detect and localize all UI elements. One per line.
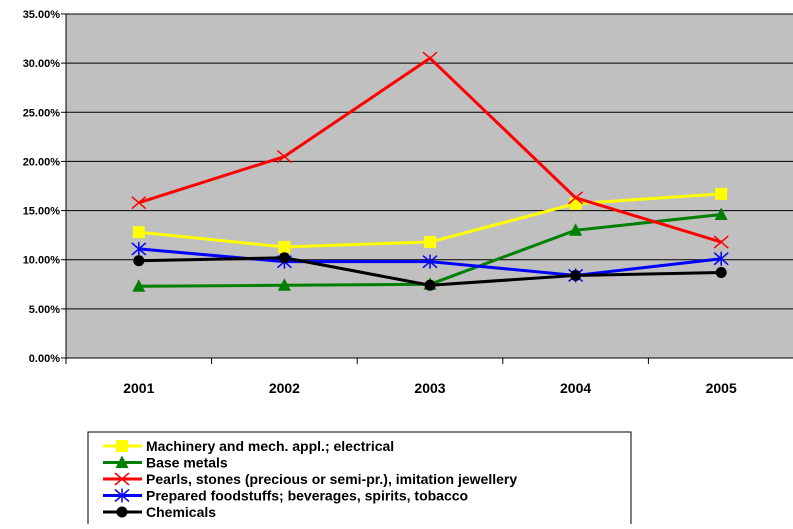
marker-shape [132, 279, 146, 292]
data-point-0-0 [132, 226, 145, 239]
marker-shape [116, 440, 128, 452]
marker-shape [424, 279, 436, 291]
marker-shape [115, 455, 129, 468]
legend-label: Base metals [146, 455, 228, 471]
data-point-2-4 [713, 235, 729, 249]
legend-box [87, 431, 632, 529]
x-tick-label: 2003 [414, 380, 445, 396]
data-point-1-0 [132, 279, 146, 292]
marker-shape [277, 278, 291, 291]
plot-area-group [66, 13, 793, 358]
series-group [131, 51, 729, 292]
marker-shape [422, 51, 438, 65]
x-tick-label: 2001 [123, 380, 154, 396]
marker-shape [714, 207, 728, 221]
legend-marker [116, 506, 128, 518]
data-point-2-3 [568, 191, 584, 205]
x-tick-label: 2004 [560, 380, 591, 396]
x-tick-label: 2005 [706, 380, 737, 396]
x-tick-label: 2002 [269, 380, 300, 396]
legend-label: Prepared foodstuffs; beverages, spirits,… [146, 488, 468, 504]
legend-item-4: Chemicals [103, 504, 216, 520]
y-tick-label: 30.00% [23, 58, 61, 70]
data-point-3-4 [713, 251, 729, 266]
legend: Machinery and mech. appl.; electricalBas… [87, 431, 632, 529]
plot-background [66, 14, 793, 358]
legend-item-0: Machinery and mech. appl.; electrical [103, 438, 394, 454]
marker-shape [131, 196, 147, 210]
marker-shape [276, 149, 292, 164]
data-point-2-0 [131, 196, 147, 210]
marker-shape [424, 236, 436, 249]
marker-shape [114, 488, 130, 503]
data-point-3-2 [422, 254, 438, 269]
legend-label: Chemicals [146, 504, 216, 520]
legend-item-3: Prepared foodstuffs; beverages, spirits,… [103, 488, 468, 504]
marker-shape [114, 472, 130, 486]
legend-item-1: Base metals [103, 455, 228, 471]
y-tick-label: 10.00% [23, 255, 61, 267]
data-point-1-4 [714, 207, 728, 221]
y-tick-label: 35.00% [23, 9, 61, 21]
marker-shape [570, 269, 582, 281]
data-point-4-4 [715, 266, 727, 278]
data-point-4-2 [424, 279, 436, 291]
marker-shape [713, 235, 729, 249]
marker-shape [422, 254, 438, 269]
legend-item-2: Pearls, stones (precious or semi-pr.), i… [103, 471, 517, 487]
series-4 [133, 252, 727, 291]
legend-marker [114, 472, 130, 486]
marker-shape [131, 241, 147, 256]
data-point-0-1 [278, 240, 291, 253]
y-tick-label: 0.00% [29, 353, 60, 365]
data-point-1-1 [277, 278, 291, 291]
marker-shape [278, 252, 290, 264]
legend-label: Pearls, stones (precious or semi-pr.), i… [146, 471, 517, 487]
data-point-0-2 [424, 236, 436, 249]
y-tick-label: 20.00% [23, 156, 61, 168]
data-point-1-3 [569, 223, 583, 236]
marker-shape [568, 191, 584, 205]
legend-label: Machinery and mech. appl.; electrical [146, 438, 394, 454]
marker-shape [715, 187, 728, 200]
data-point-4-3 [570, 269, 582, 281]
y-tick-label: 15.00% [23, 206, 61, 218]
data-point-2-1 [276, 149, 292, 164]
marker-shape [278, 240, 291, 253]
axes-group: 0.00% 5.00% 10.00% 15.00% 20.00% 25.00% 30.00%… [23, 9, 793, 396]
data-point-2-2 [422, 51, 438, 65]
y-tick-label: 25.00% [23, 107, 61, 119]
legend-marker [115, 455, 129, 468]
data-point-3-0 [131, 241, 147, 256]
y-tick-label: 5.00% [29, 304, 60, 316]
series-2 [131, 51, 729, 249]
marker-shape [715, 266, 727, 278]
marker-shape [116, 506, 128, 518]
data-point-4-0 [133, 255, 145, 267]
legend-marker [114, 488, 130, 503]
marker-shape [132, 226, 145, 239]
marker-shape [133, 255, 145, 267]
data-point-4-1 [278, 252, 290, 264]
legend-marker [116, 440, 128, 452]
marker-shape [713, 251, 729, 266]
data-point-0-4 [715, 187, 728, 200]
marker-shape [569, 223, 583, 236]
